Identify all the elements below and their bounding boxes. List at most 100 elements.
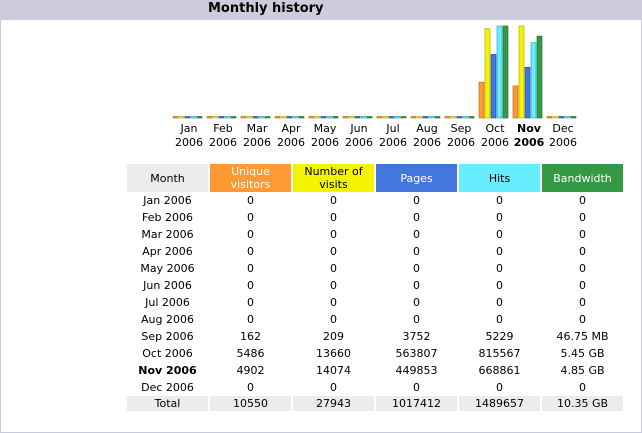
chart-bar xyxy=(382,116,389,119)
chart-bar xyxy=(410,116,417,119)
value-cell: 0 xyxy=(247,279,254,292)
value-cell: 0 xyxy=(496,296,503,309)
value-cell: 0 xyxy=(496,279,503,292)
chart-month-name: Jan xyxy=(180,122,198,135)
chart-bar xyxy=(298,116,305,119)
value-cell: 0 xyxy=(413,211,420,224)
chart-month-label: Mar 2006 xyxy=(240,122,274,150)
total-cell: 27943 xyxy=(293,396,374,411)
chart-bar xyxy=(252,116,259,119)
chart-month-name: Jun xyxy=(350,122,368,135)
value-cell: 0 xyxy=(496,211,503,224)
chart-month-label: Nov 2006 xyxy=(512,122,546,150)
value-cell: 162 xyxy=(240,330,261,343)
value-cell: 5.45 GB xyxy=(560,347,605,360)
chart-bar xyxy=(240,116,247,119)
table-row: Mar 2006 0 0 0 0 0 xyxy=(127,226,623,243)
value-cell: 0 xyxy=(413,296,420,309)
value-cell: 0 xyxy=(247,313,254,326)
chart-month-year: 2006 xyxy=(345,136,373,149)
month-cell: Nov 2006 xyxy=(138,364,197,377)
chart-bar xyxy=(190,116,197,119)
chart-bar xyxy=(348,116,355,119)
value-cell: 815567 xyxy=(478,347,521,360)
table-row: Feb 2006 0 0 0 0 0 xyxy=(127,209,623,226)
chart-bar xyxy=(342,116,349,119)
column-header-pages: Pages xyxy=(376,164,457,192)
chart-bar xyxy=(462,116,469,119)
value-cell: 4.85 GB xyxy=(560,364,605,377)
chart-month-name: Oct xyxy=(485,122,505,135)
chart-bar xyxy=(524,66,531,119)
value-cell: 0 xyxy=(330,245,337,258)
chart-bar xyxy=(354,116,361,119)
column-header-bandwidth: Bandwidth xyxy=(542,164,623,192)
chart-bar xyxy=(416,116,423,119)
chart-bar xyxy=(530,42,537,119)
chart-bar xyxy=(450,116,457,119)
chart-month-label: Sep 2006 xyxy=(444,122,478,150)
value-cell: 0 xyxy=(247,211,254,224)
value-cell: 0 xyxy=(330,381,337,394)
chart-bar xyxy=(308,116,315,119)
value-cell: 0 xyxy=(579,313,586,326)
month-cell: Jun 2006 xyxy=(143,279,192,292)
chart-bar xyxy=(264,116,271,119)
monthly-history-chart xyxy=(172,25,577,119)
value-cell: 46.75 MB xyxy=(556,330,609,343)
value-cell: 0 xyxy=(579,228,586,241)
value-cell: 0 xyxy=(330,194,337,207)
chart-bar xyxy=(206,116,213,119)
value-cell: 0 xyxy=(413,262,420,275)
chart-bar xyxy=(536,35,543,119)
chart-bar xyxy=(196,116,203,119)
section-header: Monthly history xyxy=(0,0,642,20)
chart-month-year: 2006 xyxy=(209,136,237,149)
chart-bar xyxy=(552,116,559,119)
chart-bar xyxy=(218,116,225,119)
total-label: Total xyxy=(127,396,208,411)
chart-bar xyxy=(332,116,339,119)
value-cell: 0 xyxy=(247,194,254,207)
column-header-hits: Hits xyxy=(459,164,540,192)
chart-month-year: 2006 xyxy=(175,136,203,149)
chart-month-year: 2006 xyxy=(277,136,305,149)
month-cell: Jul 2006 xyxy=(145,296,190,309)
value-cell: 0 xyxy=(247,262,254,275)
chart-bar xyxy=(400,116,407,119)
chart-bar xyxy=(360,116,367,119)
month-cell: Sep 2006 xyxy=(141,330,194,343)
value-cell: 0 xyxy=(496,194,503,207)
chart-bar xyxy=(224,116,231,119)
total-cell: 10.35 GB xyxy=(542,396,623,411)
chart-bar xyxy=(258,116,265,119)
value-cell: 668861 xyxy=(478,364,521,377)
table-row: Dec 2006 0 0 0 0 0 xyxy=(127,379,623,396)
chart-bar xyxy=(546,116,553,119)
chart-month-label: May 2006 xyxy=(308,122,342,150)
chart-month-label: Oct 2006 xyxy=(478,122,512,150)
chart-month-name: Mar xyxy=(246,122,268,135)
value-cell: 14074 xyxy=(316,364,351,377)
value-cell: 4902 xyxy=(236,364,265,377)
value-cell: 0 xyxy=(247,228,254,241)
table-row: Jul 2006 0 0 0 0 0 xyxy=(127,294,623,311)
table-header-row: Month Unique visitors Number of visits P… xyxy=(127,164,623,192)
table-row: Nov 2006 4902 14074 449853 668861 4.85 GB xyxy=(127,362,623,379)
chart-bar xyxy=(428,116,435,119)
total-cell: 10550 xyxy=(210,396,291,411)
chart-month-label: Feb 2006 xyxy=(206,122,240,150)
total-cell: 1489657 xyxy=(459,396,540,411)
value-cell: 0 xyxy=(579,381,586,394)
value-cell: 0 xyxy=(579,262,586,275)
value-cell: 0 xyxy=(413,228,420,241)
table-row: Oct 2006 5486 13660 563807 815567 5.45 GB xyxy=(127,345,623,362)
chart-bar xyxy=(502,25,509,119)
month-cell: Mar 2006 xyxy=(141,228,194,241)
value-cell: 0 xyxy=(496,262,503,275)
chart-month-name: Sep xyxy=(450,122,472,135)
chart-month-label: Jan 2006 xyxy=(172,122,206,150)
chart-bar xyxy=(184,116,191,119)
chart-bar xyxy=(518,25,525,119)
value-cell: 449853 xyxy=(395,364,438,377)
